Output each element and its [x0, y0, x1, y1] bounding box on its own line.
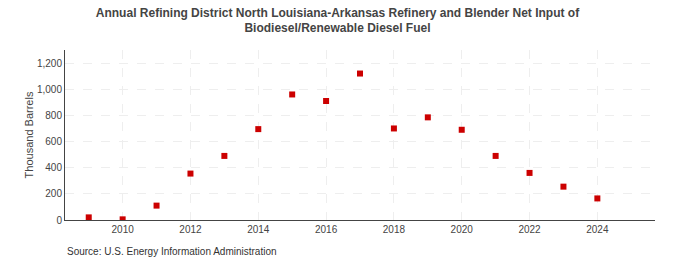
- svg-text:Source: U.S. Energy Informatio: Source: U.S. Energy Information Administ…: [67, 246, 277, 257]
- svg-text:2012: 2012: [179, 224, 202, 235]
- svg-text:2014: 2014: [247, 224, 270, 235]
- svg-text:0: 0: [56, 215, 62, 226]
- svg-text:2018: 2018: [383, 224, 406, 235]
- svg-text:2016: 2016: [315, 224, 338, 235]
- svg-text:200: 200: [45, 188, 62, 199]
- svg-text:1,200: 1,200: [37, 58, 62, 69]
- svg-text:1,000: 1,000: [37, 84, 62, 95]
- svg-text:Annual Refining District North: Annual Refining District North Louisiana…: [96, 6, 580, 36]
- svg-text:800: 800: [45, 110, 62, 121]
- svg-text:2024: 2024: [586, 224, 609, 235]
- svg-text:600: 600: [45, 136, 62, 147]
- svg-text:2020: 2020: [451, 224, 474, 235]
- svg-text:Thousand Barrels: Thousand Barrels: [23, 91, 35, 178]
- svg-text:400: 400: [45, 162, 62, 173]
- svg-text:2010: 2010: [112, 224, 135, 235]
- svg-text:2022: 2022: [518, 224, 541, 235]
